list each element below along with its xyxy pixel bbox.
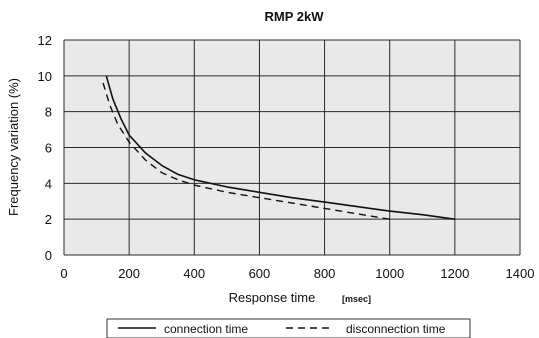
y-axis-label: Frequency variation (%) [6,78,21,216]
x-axis-unit: [msec] [342,294,371,304]
series-line-connection [105,75,456,220]
y-tick-label: 10 [38,69,52,84]
series-lines [102,75,456,220]
x-axis-ticks: 0 200 400 600 800 1000 1200 1400 [60,266,534,281]
y-tick-label: 6 [45,141,52,156]
y-tick-label: 0 [45,248,52,263]
x-tick-label: 1000 [375,266,404,281]
x-tick-label: 1400 [506,266,535,281]
x-tick-label: 0 [60,266,67,281]
gridlines [63,39,521,256]
y-axis-ticks: 0 2 4 6 8 10 12 [38,33,52,263]
x-tick-label: 1200 [440,266,469,281]
series-line-disconnection [102,82,390,220]
legend-label-disconnection: disconnection time [346,322,446,336]
y-tick-label: 2 [45,212,52,227]
x-axis-label: Response time [229,290,316,305]
legend: connection time disconnection time [106,318,471,338]
x-tick-label: 600 [249,266,271,281]
y-tick-label: 8 [45,105,52,120]
y-tick-label: 4 [45,176,52,191]
x-tick-label: 200 [118,266,140,281]
legend-label-connection: connection time [164,322,248,336]
x-tick-label: 800 [314,266,336,281]
y-tick-label: 12 [38,33,52,48]
chart-title: RMP 2kW [265,9,325,24]
x-tick-label: 400 [183,266,205,281]
